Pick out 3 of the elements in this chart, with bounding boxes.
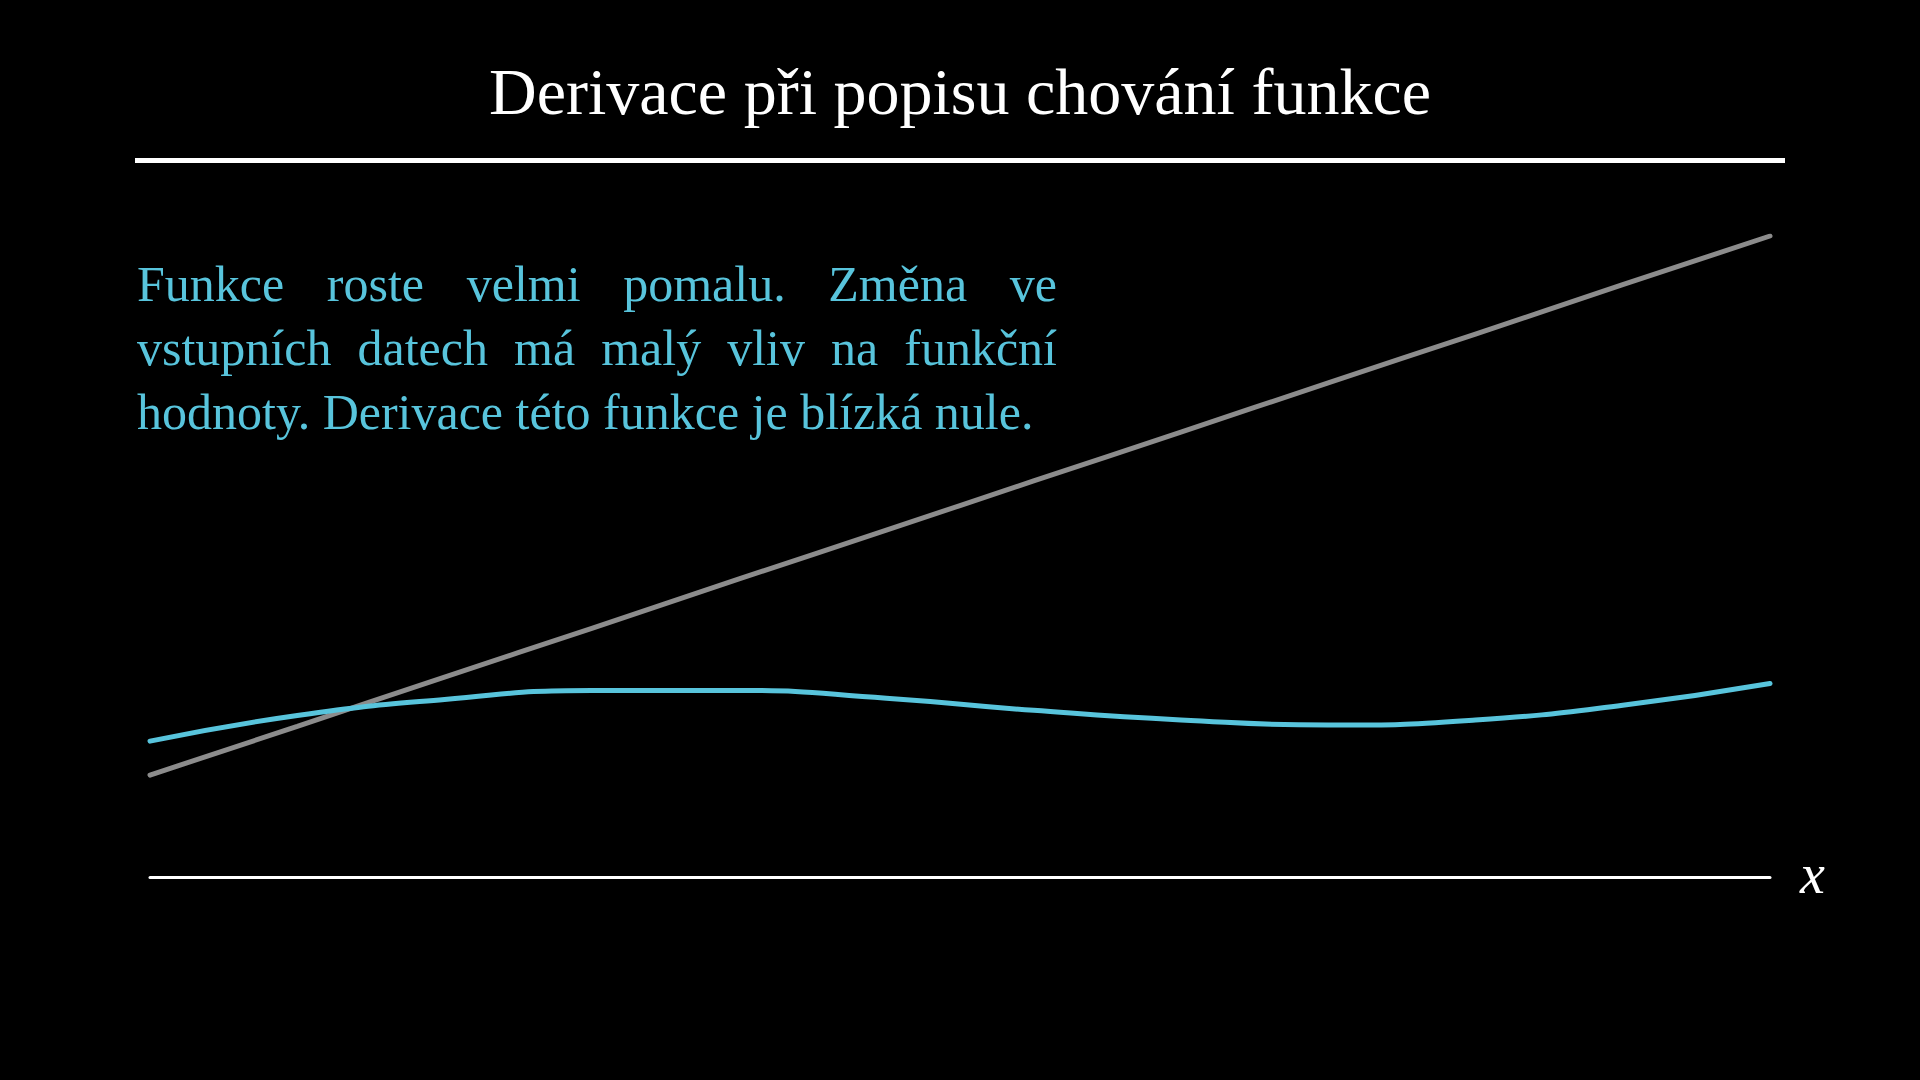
chart-title: Derivace při popisu chování funkce [488,54,1432,130]
annotation: Funkce roste velmi pomalu. Změna ve vstupních datech má malý vliv na funkční hodnoty. Derivace této funkce je blízká nule. [137,255,1057,442]
x-axis-title: x [1800,842,1825,906]
